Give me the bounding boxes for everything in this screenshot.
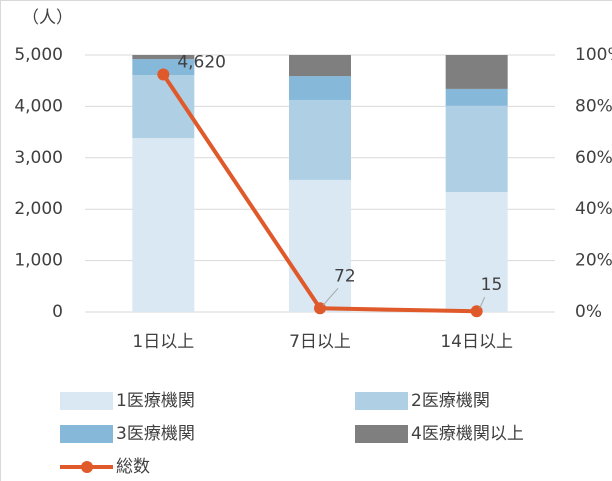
legend-label: 4医療機関以上 — [411, 424, 524, 444]
y2-tick-label: 80% — [575, 96, 612, 116]
bar-segment — [132, 55, 195, 60]
y-axis-label: （人） — [22, 8, 73, 28]
bar-segment — [445, 88, 508, 106]
data-label: 4,620 — [177, 53, 226, 73]
legend-swatch — [60, 425, 113, 443]
x-tick-label: 1日以上 — [132, 332, 194, 352]
legend-swatch — [355, 425, 408, 443]
y-tick-label: 4,000 — [14, 96, 63, 116]
y-tick-label: 0 — [52, 302, 63, 322]
y-tick-label: 3,000 — [14, 148, 63, 168]
y2-tick-label: 20% — [575, 251, 612, 271]
y-tick-label: 2,000 — [14, 199, 63, 219]
legend-label: 2医療機関 — [411, 391, 490, 411]
legend-swatch — [60, 392, 113, 410]
legend-label: 総数 — [116, 457, 150, 477]
bar-segment — [289, 55, 351, 77]
bar-segment — [132, 59, 195, 76]
bar-segment — [289, 179, 351, 312]
y2-tick-label: 40% — [575, 199, 612, 219]
y2-tick-label: 100% — [575, 45, 612, 65]
bar-segment — [289, 99, 351, 180]
bar-segment — [445, 191, 508, 312]
bar-segment — [132, 138, 195, 312]
legend-label: 3医療機関 — [116, 424, 195, 444]
bar-segment — [445, 105, 508, 192]
leader — [479, 297, 486, 309]
legend-label: 1医療機関 — [116, 391, 195, 411]
y-tick-label: 1,000 — [14, 251, 63, 271]
legend-marker — [81, 461, 93, 473]
data-label: 15 — [481, 275, 503, 295]
line-point — [470, 305, 483, 318]
legend-swatch — [355, 392, 408, 410]
y2-tick-label: 0% — [575, 302, 602, 322]
line-point — [157, 68, 170, 81]
bar-segment — [289, 76, 351, 100]
y2-tick-label: 60% — [575, 148, 612, 168]
bar-segment — [445, 55, 508, 89]
data-label: 72 — [334, 266, 356, 286]
x-tick-label: 14日以上 — [440, 332, 513, 352]
leader — [322, 287, 339, 306]
x-tick-label: 7日以上 — [289, 332, 351, 352]
y-tick-label: 5,000 — [14, 45, 63, 65]
